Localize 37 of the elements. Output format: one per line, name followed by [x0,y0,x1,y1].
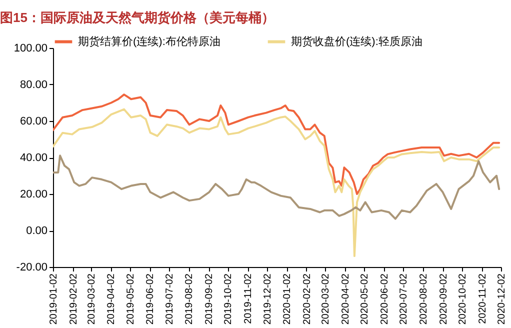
x-tick-label: 2019-05-02 [125,273,136,325]
x-tick-label: 2020-02-02 [302,273,313,325]
y-tick-label: 100.00 [14,42,48,54]
chart-title: 图15：国际原油及天然气期货价格（美元每桶） [0,10,274,25]
x-tick-label: 2020-06-02 [379,273,390,325]
x-tick-label: 2020-08-02 [418,273,430,325]
x-tick-label: 2020-11-02 [477,273,488,324]
y-tick-label: 40.00 [20,152,48,164]
x-tick-label: 2020-07-02 [398,273,410,325]
x-tick-label: 2019-09-02 [204,273,216,325]
x-tick-label: 2019-07-02 [164,273,176,325]
x-tick-label: 2019-08-02 [184,273,196,325]
x-tick-label: 2019-01-02 [48,273,60,325]
y-tick-label: 20.00 [20,188,48,200]
legend-label: 期货收盘价(连续):轻质原油 [291,34,422,48]
x-tick-label: 2020-09-02 [438,273,450,325]
x-tick-label: 2020-12-02 [496,273,508,325]
x-tick-label: 2019-04-02 [106,273,118,325]
y-tick-label: 80.00 [20,79,48,91]
x-tick-label: 2020-04-02 [340,273,352,325]
x-tick-label: 2019-10-02 [223,273,234,325]
x-tick-label: 2020-10-02 [457,273,468,325]
x-tick-label: 2020-01-02 [282,273,294,325]
x-tick-label: 2020-05-02 [360,273,371,325]
y-tick-label: 0.00 [26,225,48,237]
y-tick-label: -20.00 [16,262,48,274]
x-tick-label: 2019-11-02 [243,273,254,324]
x-tick-label: 2019-06-02 [145,273,156,325]
x-tick-label: 2020-03-02 [320,273,332,325]
line-series [53,108,500,258]
x-tick-label: 2019-03-02 [86,273,98,325]
x-tick-label: 2019-02-02 [68,273,80,325]
line-series [53,94,500,195]
y-tick-label: 60.00 [20,116,48,128]
x-tick-label: 2019-12-02 [262,273,274,325]
line-series [53,154,500,220]
legend-label: 期货结算价(连续):布伦特原油 [78,34,220,48]
